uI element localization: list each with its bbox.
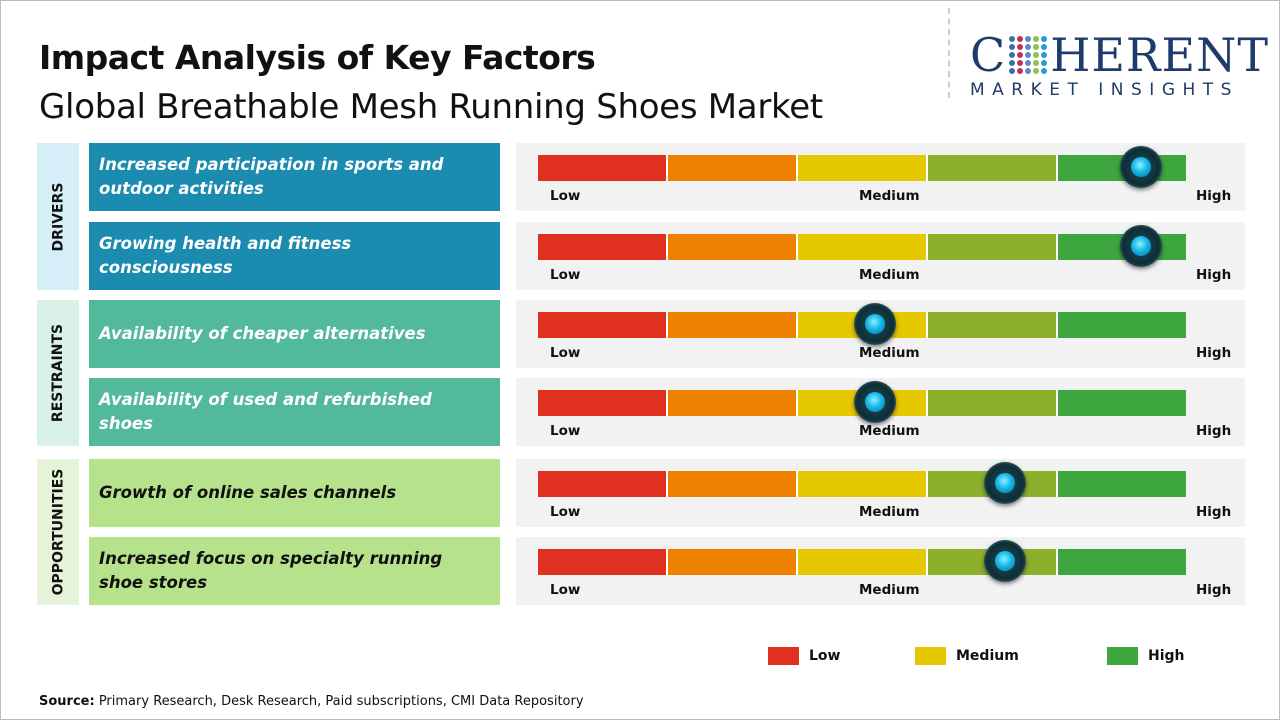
scale-label-low: Low [550,504,581,520]
impact-gauge: Low Medium High [516,222,1245,290]
scale-label-low: Low [550,267,581,283]
globe-dots-icon [1009,36,1048,74]
scale-label-high: High [1196,267,1232,283]
gauge-segment [668,549,798,575]
factor-label: Growing health and fitness consciousness [89,222,500,290]
company-logo: C HERENT MARKET INSIGHTS [970,28,1268,100]
gauge-segment [538,471,668,497]
impact-gauge: Low Medium High [516,378,1245,446]
factor-label: Increased participation in sports and ou… [89,143,500,211]
group-label-text: DRIVERS [50,182,66,251]
factor-label: Increased focus on specialty running sho… [89,537,500,605]
gauge-segment [1058,312,1186,338]
scale-label-high: High [1196,188,1232,204]
scale-label-high: High [1196,423,1232,439]
gauge-segment [538,155,668,181]
gauge-segment [668,234,798,260]
factor-label: Growth of online sales channels [89,459,500,527]
logo-name: HERENT [1050,28,1270,82]
scale-label-medium: Medium [859,345,920,361]
legend-swatch-high [1107,647,1138,665]
scale-label-medium: Medium [859,267,920,283]
gauge-segment [1058,549,1186,575]
gauge-segment [668,312,798,338]
page-subtitle: Global Breathable Mesh Running Shoes Mar… [39,87,823,127]
gauge-segment [538,549,668,575]
gauge-segment [798,549,928,575]
page-title: Impact Analysis of Key Factors [39,38,596,77]
scale-label-medium: Medium [859,504,920,520]
legend-label: High [1148,648,1185,664]
gauge-segment [538,234,668,260]
group-label-text: OPPORTUNITIES [50,468,67,596]
gauge-segment [928,390,1058,416]
scale-label-medium: Medium [859,188,920,204]
gauge-bar [538,234,1186,260]
logo-tagline: MARKET INSIGHTS [970,80,1239,100]
logo-letter: C [970,28,1007,82]
gauge-segment [668,390,798,416]
scale-label-low: Low [550,188,581,204]
gauge-segment [798,234,928,260]
scale-label-high: High [1196,345,1232,361]
legend-label: Low [809,648,841,664]
group-label-text: RESTRAINTS [50,323,66,423]
gauge-bar [538,471,1186,497]
legend-swatch-medium [915,647,946,665]
impact-gauge: Low Medium High [516,459,1245,527]
gauge-segment [668,155,798,181]
impact-marker-knob [983,462,1026,504]
gauge-segment [1058,390,1186,416]
source-text: Primary Research, Desk Research, Paid su… [94,694,584,709]
legend-item-medium: Medium [915,647,1019,665]
gauge-segment [798,155,928,181]
legend-item-high: High [1107,647,1185,665]
group-label-opportunities: OPPORTUNITIES [37,459,79,605]
scale-label-low: Low [550,423,581,439]
gauge-bar [538,155,1186,181]
scale-label-high: High [1196,504,1232,520]
gauge-segment [928,155,1058,181]
impact-marker-knob [1119,225,1162,267]
factor-label: Availability of cheaper alternatives [89,300,500,368]
impact-gauge: Low Medium High [516,143,1245,211]
impact-marker-knob [1119,146,1162,188]
divider [948,8,950,98]
impact-marker-knob [853,381,896,423]
gauge-bar [538,549,1186,575]
source-label: Source: [39,694,95,709]
scale-label-low: Low [550,345,581,361]
scale-label-medium: Medium [859,423,920,439]
gauge-segment [798,471,928,497]
gauge-segment [538,390,668,416]
impact-gauge: Low Medium High [516,300,1245,368]
legend-swatch-low [768,647,799,665]
legend-label: Medium [956,648,1019,664]
scale-label-medium: Medium [859,582,920,598]
gauge-segment [928,312,1058,338]
factor-label: Availability of used and refurbished sho… [89,378,500,446]
scale-label-low: Low [550,582,581,598]
gauge-segment [928,234,1058,260]
gauge-segment [1058,471,1186,497]
source-note: Source: Primary Research, Desk Research,… [39,694,584,709]
impact-marker-knob [983,540,1026,582]
gauge-segment [538,312,668,338]
impact-marker-knob [853,303,896,345]
group-label-drivers: DRIVERS [37,143,79,290]
group-label-restraints: RESTRAINTS [37,300,79,446]
impact-gauge: Low Medium High [516,537,1245,605]
gauge-segment [668,471,798,497]
scale-label-high: High [1196,582,1232,598]
legend-item-low: Low [768,647,840,665]
